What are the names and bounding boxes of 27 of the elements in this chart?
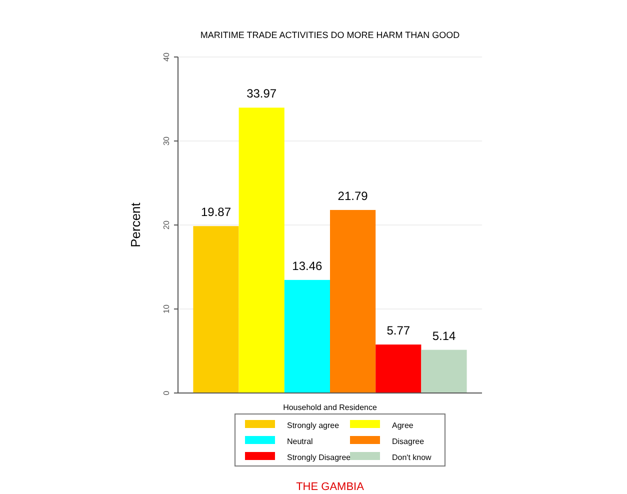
- legend-label: Strongly Disagree: [287, 453, 352, 462]
- data-label: 5.77: [386, 324, 410, 338]
- y-tick-label: 40: [162, 52, 171, 62]
- legend-label: Neutral: [287, 437, 314, 446]
- bar: [421, 350, 467, 393]
- y-tick-label: 0: [162, 390, 171, 396]
- legend-label: Agree: [392, 421, 414, 430]
- data-label: 19.87: [200, 205, 232, 220]
- bar: [330, 210, 376, 393]
- y-axis-title: Percent: [128, 202, 143, 248]
- bar: [238, 108, 284, 393]
- bar: [284, 280, 330, 393]
- y-tick-label: 20: [162, 220, 171, 230]
- bar: [376, 344, 422, 393]
- y-tick-label: 30: [162, 136, 171, 146]
- bar: [193, 226, 239, 393]
- text: THE GAMBIA: [296, 481, 365, 493]
- x-axis-title: Household and Residence: [283, 403, 378, 412]
- data-label: 13.46: [292, 258, 323, 273]
- legend-label: Strongly agree: [287, 421, 340, 430]
- chart-title: MARITIME TRADE ACTIVITIES DO MORE HARM THAN GOOD: [200, 30, 460, 40]
- y-tick-label: 10: [162, 304, 171, 314]
- data-label: 5.14: [432, 328, 456, 343]
- legend-label: Don't know: [392, 453, 432, 462]
- data-label: 21.79: [338, 188, 368, 203]
- data-label: 33.97: [246, 86, 277, 101]
- legend-label: Disagree: [392, 437, 425, 446]
